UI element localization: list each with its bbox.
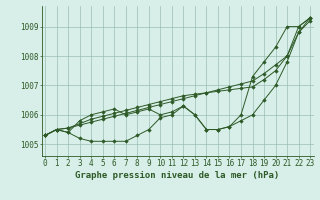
X-axis label: Graphe pression niveau de la mer (hPa): Graphe pression niveau de la mer (hPa) [76, 171, 280, 180]
